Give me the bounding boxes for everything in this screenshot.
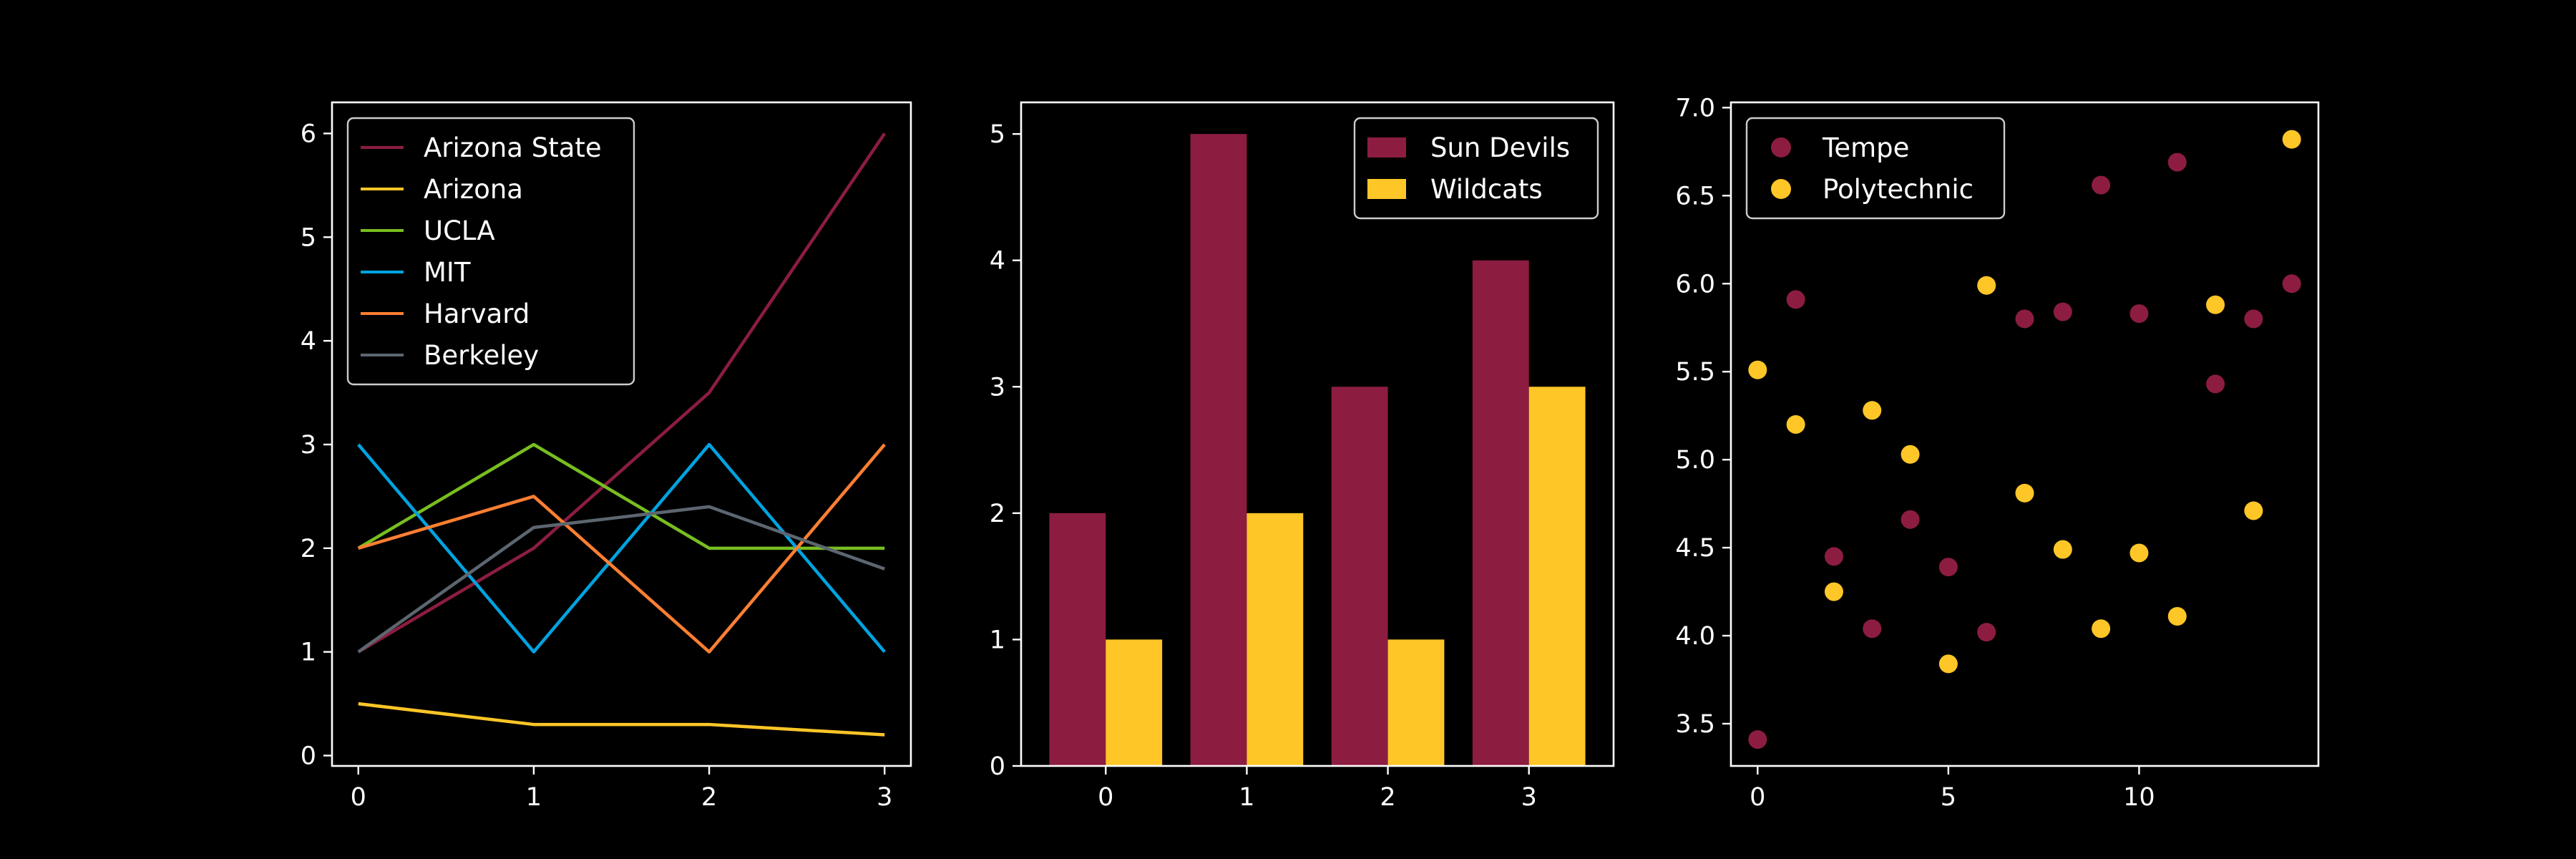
legend-box <box>346 117 635 386</box>
legend-box <box>1745 117 2006 220</box>
scatter-point <box>2167 152 2187 172</box>
axes-frame <box>331 101 912 767</box>
y-tick-label: 7.0 <box>1675 94 1715 122</box>
bar <box>1472 260 1529 766</box>
series-line <box>357 505 885 654</box>
scatter-point <box>2015 309 2034 329</box>
y-tick-label: 5.5 <box>1675 358 1715 387</box>
legend-label: UCLA <box>424 215 495 246</box>
line-chart-panel: 0 1 2 3 0 1 2 3 4 5 6 Arizona State Arizona UCLA MIT Ha… <box>301 101 912 812</box>
scatter-point <box>2282 274 2301 293</box>
legend-label: Harvard <box>424 299 530 329</box>
scatter-point <box>1748 360 1767 379</box>
scatter-point <box>2282 130 2301 149</box>
y-tick-label: 4 <box>301 327 316 356</box>
scatter-point <box>2206 374 2225 394</box>
legend-swatch <box>1367 137 1406 157</box>
legend-label: Berkeley <box>424 340 539 371</box>
scatter-point <box>1863 401 1882 420</box>
y-tick-label: 5 <box>301 223 316 252</box>
series-line <box>358 443 886 654</box>
scatter-point <box>1938 558 1958 577</box>
bar <box>1387 639 1445 766</box>
scatter-point <box>2092 619 2111 639</box>
series-line <box>357 132 887 654</box>
scatter-point <box>1901 445 1920 464</box>
scatter-point <box>1824 547 1843 566</box>
scatter-point <box>2015 483 2034 503</box>
y-tick-label: 0 <box>990 752 1005 781</box>
legend-swatch <box>1771 179 1791 199</box>
axes-frame <box>1020 101 1615 767</box>
x-tick-label: 3 <box>877 783 892 812</box>
y-tick-label: 6 <box>301 120 316 148</box>
scatter-point <box>1824 582 1843 601</box>
x-tick-label: 0 <box>351 783 366 812</box>
scatter-point <box>1901 510 1920 529</box>
scatter-point <box>1786 290 1805 309</box>
axes-frame <box>1729 101 2320 767</box>
scatter-point <box>2129 304 2149 324</box>
y-tick-label: 6.5 <box>1675 182 1715 210</box>
legend-box <box>1353 117 1599 220</box>
y-tick-label: 3.5 <box>1675 710 1715 739</box>
y-tick-label: 3 <box>301 431 316 460</box>
scatter-point <box>1938 654 1958 674</box>
scatter-point <box>2053 302 2072 321</box>
legend-label: Polytechnic <box>1823 174 1974 205</box>
y-tick-label: 6.0 <box>1675 270 1715 299</box>
legend-swatch <box>1771 137 1791 157</box>
x-tick-label: 5 <box>1941 783 1956 812</box>
y-tick-label: 5.0 <box>1675 446 1715 475</box>
x-tick-label: 1 <box>526 783 542 812</box>
scatter-point <box>2053 540 2072 559</box>
bar <box>1190 134 1247 767</box>
y-tick-label: 4 <box>990 247 1005 276</box>
x-tick-label: 10 <box>2123 783 2155 812</box>
scatter-point <box>2244 309 2263 329</box>
y-tick-label: 2 <box>990 500 1005 528</box>
x-tick-label: 1 <box>1239 783 1254 812</box>
y-tick-label: 5 <box>990 120 1005 149</box>
scatter-point <box>1977 276 1996 295</box>
y-tick-label: 3 <box>990 373 1005 402</box>
scatter-point <box>1786 414 1805 434</box>
scatter-point <box>2244 501 2263 520</box>
y-tick-label: 4.5 <box>1675 534 1715 563</box>
legend-swatch <box>1367 179 1406 199</box>
scatter-point <box>1977 623 1996 642</box>
scatter-point <box>2092 175 2111 195</box>
legend-label: Tempe <box>1822 132 1909 163</box>
legend-label: Arizona <box>424 174 523 205</box>
y-tick-label: 0 <box>301 742 316 771</box>
scatter-point <box>2206 295 2225 314</box>
x-tick-label: 2 <box>701 783 717 812</box>
y-tick-label: 1 <box>990 626 1005 654</box>
scatter-point <box>2129 543 2149 563</box>
legend-label: Arizona State <box>424 132 602 163</box>
bar <box>1528 387 1586 766</box>
legend-label: Sun Devils <box>1430 132 1570 163</box>
scatter-chart-panel: 0 5 10 3.5 4.0 4.5 5.0 5.5 6.0 6.5 7.0 Tempe Polytec… <box>1675 94 2320 812</box>
x-tick-label: 0 <box>1750 783 1765 812</box>
y-tick-label: 1 <box>301 639 316 667</box>
legend-label: Wildcats <box>1430 174 1543 205</box>
scatter-point <box>2167 606 2187 626</box>
y-tick-label: 4.0 <box>1675 622 1715 651</box>
bar <box>1106 639 1163 766</box>
x-tick-label: 3 <box>1521 783 1537 812</box>
series-line <box>358 702 885 737</box>
legend-label: MIT <box>424 257 471 288</box>
bar <box>1331 387 1388 766</box>
x-tick-label: 2 <box>1380 783 1395 812</box>
y-tick-label: 2 <box>301 535 316 563</box>
scatter-point <box>1863 619 1882 639</box>
bar <box>1246 513 1304 766</box>
x-tick-label: 0 <box>1098 783 1113 812</box>
bar <box>1049 513 1106 766</box>
bar-chart-panel: 0 1 2 3 0 1 2 3 4 5 Sun Devils Wildcats <box>990 101 1615 812</box>
scatter-point <box>1748 730 1767 749</box>
